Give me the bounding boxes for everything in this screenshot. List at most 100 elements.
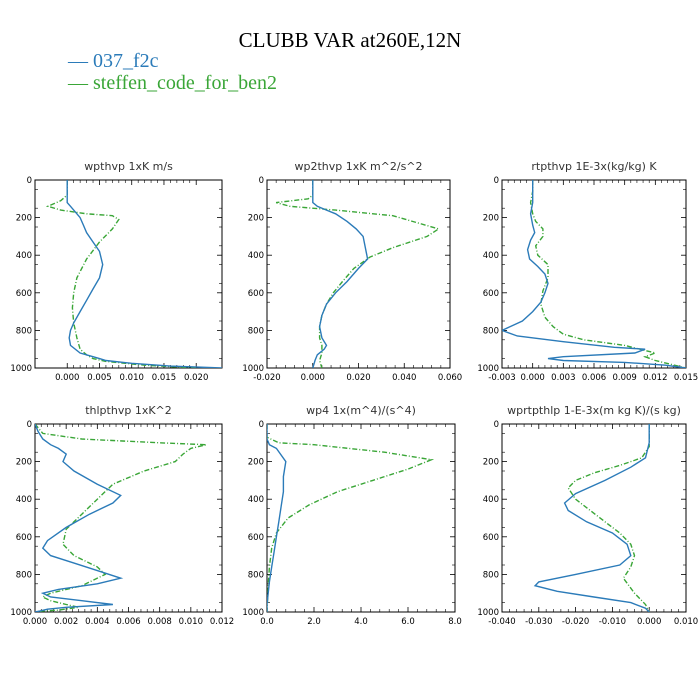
x-tick-label: 0.010: [179, 617, 203, 627]
y-tick-label: 800: [483, 326, 499, 336]
chart-panel-5: wp4 1x(m^4)/(s^4) 0.0 2.0 4.0 6.0 8.0 0 200 400 6…: [242, 404, 461, 627]
legend-line-2: —: [68, 72, 88, 94]
plot-frame: [266, 179, 451, 369]
y-tick-label: 200: [16, 458, 32, 468]
y-tick-label: 800: [16, 570, 32, 580]
y-tick-label: 1000: [477, 608, 499, 618]
x-tick-label: 0.020: [184, 373, 208, 383]
y-tick-label: 0: [27, 176, 32, 186]
x-tick-label: 0.000: [637, 617, 661, 627]
y-tick-label: 1000: [10, 608, 32, 618]
x-tick-label: 4.0: [354, 617, 368, 627]
chart-panel-1: wpthvp 1xK m/s 0.000 0.005 0.010 0.015 0.020 0…: [10, 160, 223, 383]
x-tick-label: 0.015: [152, 373, 176, 383]
x-tick-label: 0.000: [301, 373, 325, 383]
legend-entry-1: — 037_f2c: [68, 50, 159, 73]
x-tick-label: 0.009: [612, 373, 636, 383]
x-tick-label: -0.010: [599, 617, 626, 627]
y-tick-label: 800: [483, 570, 499, 580]
chart-title: wpthvp 1xK m/s: [84, 160, 173, 173]
series-line-2: [275, 180, 441, 368]
y-tick-label: 200: [248, 458, 264, 468]
chart-title: rtpthvp 1E-3x(kg/kg) K: [531, 160, 657, 173]
series-line-1: [66, 180, 222, 368]
y-tick-label: 0: [494, 420, 499, 430]
y-tick-label: 1000: [242, 364, 264, 374]
series-line-1: [502, 180, 686, 368]
series-line-1: [312, 180, 369, 368]
x-tick-label: 6.0: [401, 617, 415, 627]
y-tick-label: 0: [259, 176, 264, 186]
y-tick-label: 1000: [477, 364, 499, 374]
x-tick-label: 0.010: [674, 617, 698, 627]
y-tick-label: 400: [248, 495, 264, 505]
plot-frame: [501, 423, 687, 613]
y-tick-label: 800: [248, 570, 264, 580]
chart-title: wp4 1x(m^4)/(s^4): [306, 404, 416, 417]
x-tick-label: 0.000: [55, 373, 79, 383]
series-line-1: [267, 424, 287, 612]
x-tick-label: 0.0: [260, 617, 274, 627]
chart-title: wp2thvp 1xK m^2/s^2: [294, 160, 422, 173]
x-tick-label: 8.0: [448, 617, 462, 627]
chart-title: wprtpthlp 1-E-3x(m kg K)/(s kg): [507, 404, 681, 417]
page-title: CLUBB VAR at260E,12N: [238, 28, 462, 52]
y-tick-label: 200: [16, 214, 32, 224]
x-tick-label: 0.012: [643, 373, 667, 383]
legend-label-2: steffen_code_for_ben2: [93, 72, 278, 94]
y-tick-label: 0: [27, 420, 32, 430]
x-tick-label: -0.030: [525, 617, 552, 627]
legend-entry-2: — steffen_code_for_ben2: [68, 72, 277, 95]
x-tick-label: 0.006: [116, 617, 140, 627]
plot-frame: [266, 423, 456, 613]
x-tick-label: 0.015: [674, 373, 698, 383]
y-tick-label: 400: [16, 251, 32, 261]
x-tick-label: 0.012: [210, 617, 234, 627]
y-tick-label: 1000: [10, 364, 32, 374]
y-tick-label: 400: [16, 495, 32, 505]
x-tick-label: 0.008: [147, 617, 171, 627]
y-tick-label: 600: [483, 533, 499, 543]
chart-panel-3: rtpthvp 1E-3x(kg/kg) K -0.003 0.000 0.003 0.…: [477, 160, 698, 383]
x-tick-label: 0.006: [582, 373, 606, 383]
series-line-1: [533, 424, 650, 612]
chart-panel-2: wp2thvp 1xK m^2/s^2 -0.020 0.000 0.020 0.040…: [242, 160, 462, 383]
series-line-2: [35, 424, 207, 612]
plot-frame: [34, 179, 223, 369]
y-tick-label: 0: [494, 176, 499, 186]
y-tick-label: 600: [16, 533, 32, 543]
legend-line-1: —: [68, 50, 88, 72]
x-tick-label: 0.040: [392, 373, 416, 383]
y-tick-label: 600: [248, 533, 264, 543]
chart-panel-4: thlpthvp 1xK^2 0.000 0.002 0.004 0.006 0.008 0…: [10, 404, 234, 627]
chart-title: thlpthvp 1xK^2: [85, 404, 172, 417]
x-tick-label: 0.003: [551, 373, 575, 383]
x-tick-label: 0.005: [87, 373, 111, 383]
series-line-2: [45, 180, 197, 368]
y-tick-label: 600: [483, 289, 499, 299]
x-tick-label: 0.000: [23, 617, 47, 627]
legend-label-1: 037_f2c: [93, 50, 159, 72]
series-line-2: [267, 424, 435, 612]
x-tick-label: 0.010: [120, 373, 144, 383]
x-tick-label: -0.020: [253, 373, 280, 383]
y-tick-label: 400: [483, 495, 499, 505]
y-tick-label: 800: [16, 326, 32, 336]
y-tick-label: 600: [248, 289, 264, 299]
x-tick-label: 0.000: [520, 373, 544, 383]
y-tick-label: 0: [259, 420, 264, 430]
x-tick-label: 0.020: [346, 373, 370, 383]
y-tick-label: 400: [483, 251, 499, 261]
y-tick-label: 200: [248, 214, 264, 224]
x-tick-label: -0.003: [488, 373, 515, 383]
x-tick-label: -0.020: [562, 617, 589, 627]
series-line-2: [567, 424, 650, 612]
x-tick-label: 0.060: [438, 373, 462, 383]
x-tick-label: 0.004: [85, 617, 109, 627]
y-tick-label: 400: [248, 251, 264, 261]
y-tick-label: 600: [16, 289, 32, 299]
x-tick-label: 0.002: [54, 617, 78, 627]
y-tick-label: 800: [248, 326, 264, 336]
series-line-2: [529, 180, 686, 368]
